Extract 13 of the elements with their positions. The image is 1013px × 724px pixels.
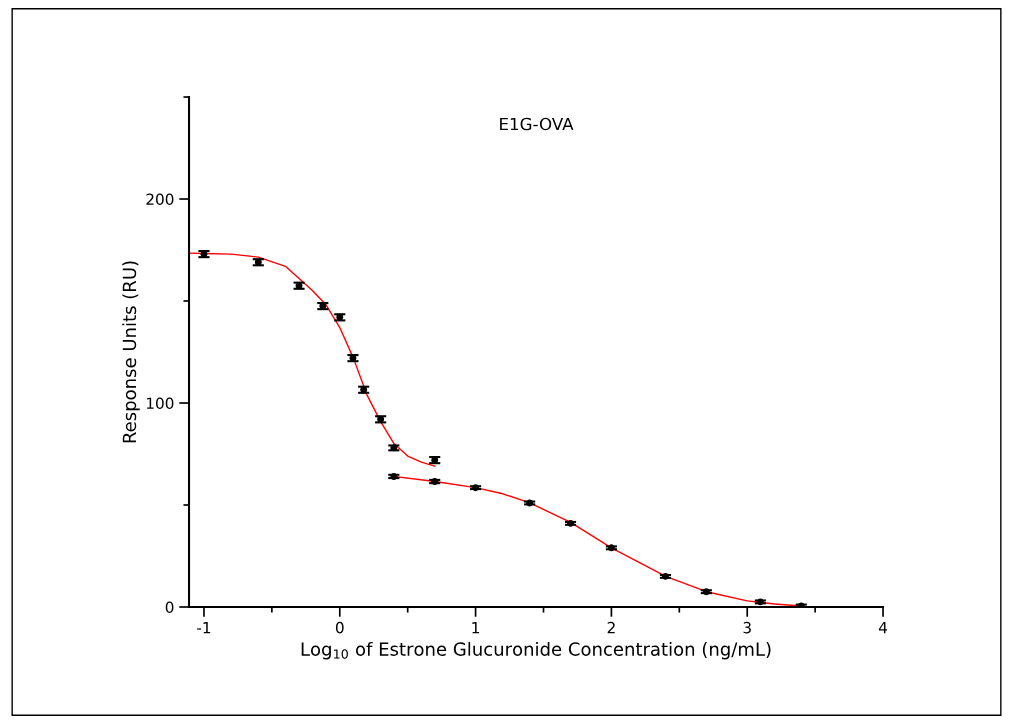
x-tick-label: 4 — [878, 622, 888, 634]
x-tick-label: 3 — [743, 621, 751, 634]
line-series — [189, 252, 436, 467]
y-tick-label: 200 — [146, 193, 174, 206]
x-tick-label: 0 — [335, 621, 344, 634]
y-axis-title: Response Units (RU) — [122, 261, 140, 443]
y-tick-label: 100 — [146, 397, 174, 410]
x-tick-label: 2 — [607, 621, 615, 634]
x-tick-label: -1 — [197, 622, 211, 634]
y-tick-label: 0 — [165, 601, 174, 614]
x-axis-title: Log$_{10}$ of Estrone Glucuronide Concentration (ng/mL) — [301, 641, 771, 660]
x-tick-label: 1 — [472, 622, 480, 634]
text: E1G-OVA — [500, 117, 574, 131]
